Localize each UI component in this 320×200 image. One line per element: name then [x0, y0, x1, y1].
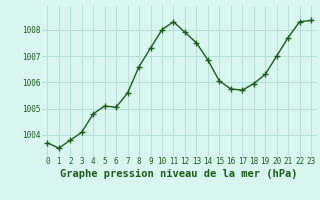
X-axis label: Graphe pression niveau de la mer (hPa): Graphe pression niveau de la mer (hPa) [60, 169, 298, 179]
